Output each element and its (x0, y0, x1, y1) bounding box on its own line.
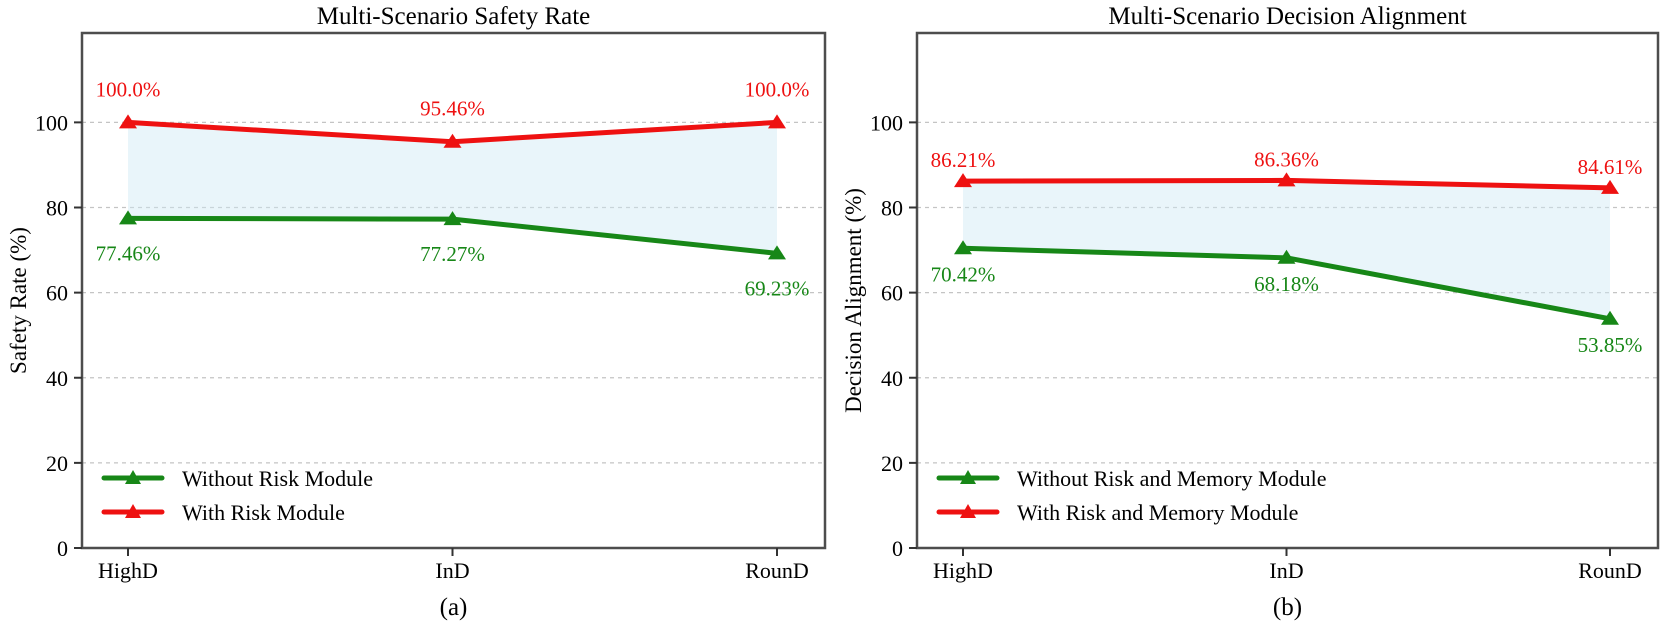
y-tick-label-100: 100 (870, 110, 903, 135)
y-tick-label-100: 100 (35, 110, 68, 135)
value-label-green_series-InD: 68.18% (1254, 272, 1319, 296)
value-label-red_series-InD: 86.36% (1254, 147, 1319, 171)
legend-label-red_series: With Risk Module (182, 500, 345, 525)
data-point-marker-green_series-InD (443, 211, 462, 226)
data-point-marker-red_series-InD (1277, 172, 1296, 187)
subplot-caption: (b) (1273, 594, 1302, 621)
legend-marker-red_series (960, 504, 976, 518)
x-tick-label-InD: InD (435, 558, 469, 583)
y-tick-label-60: 60 (46, 281, 68, 306)
data-point-marker-red_series-InD (443, 133, 462, 148)
data-point-marker-red_series-HighD (119, 114, 137, 129)
value-label-green_series-RounD: 53.85% (1578, 333, 1643, 357)
x-tick-label-HighD: HighD (98, 558, 158, 583)
subplot-b: 70.42% 68.18% 53.85% 86.21% 86.36% 84.61% 0 20 4… (841, 3, 1660, 621)
value-label-red_series-RounD: 100.0% (745, 77, 810, 101)
x-tick-label-InD: InD (1269, 558, 1303, 583)
x-tick-label-RounD: RounD (1578, 558, 1642, 583)
x-tick-label-RounD: RounD (745, 558, 809, 583)
y-axis-label: Decision Alignment (%) (841, 188, 866, 413)
legend-marker-green_series (960, 470, 976, 484)
data-point-marker-green_series-HighD (954, 240, 972, 255)
chart-title: Multi-Scenario Decision Alignment (1108, 3, 1466, 30)
value-label-green_series-HighD: 70.42% (931, 262, 996, 286)
y-tick-label-40: 40 (46, 366, 68, 391)
legend-label-green_series: Without Risk and Memory Module (1017, 466, 1327, 491)
data-point-marker-green_series-RounD (1601, 310, 1619, 325)
y-tick-label-80: 80 (881, 196, 903, 221)
value-label-red_series-HighD: 100.0% (96, 77, 161, 101)
y-tick-label-20: 20 (881, 451, 903, 476)
value-label-green_series-InD: 77.27% (420, 242, 485, 266)
data-point-marker-red_series-RounD (1601, 179, 1619, 194)
y-tick-label-20: 20 (46, 451, 68, 476)
subplot-caption: (a) (440, 594, 468, 621)
value-label-red_series-InD: 95.46% (420, 97, 485, 121)
fill-between-area (128, 122, 777, 254)
chart-title: Multi-Scenario Safety Rate (317, 3, 591, 30)
legend-marker-green_series (125, 470, 141, 484)
legend-marker-red_series (125, 504, 141, 518)
legend-label-green_series: Without Risk Module (182, 466, 373, 491)
subplot-a: 77.46% 77.27% 69.23% 100.0% 95.46% 100.0% 0 20 4… (6, 3, 827, 621)
x-tick-label-HighD: HighD (933, 558, 993, 583)
y-tick-label-0: 0 (57, 536, 68, 561)
y-axis-label: Safety Rate (%) (6, 227, 31, 374)
data-point-marker-red_series-RounD (768, 114, 786, 129)
data-point-marker-green_series-InD (1277, 249, 1296, 264)
data-point-marker-green_series-RounD (768, 245, 786, 260)
fill-between-area (963, 180, 1610, 319)
value-label-red_series-RounD: 84.61% (1578, 155, 1643, 179)
value-label-green_series-HighD: 77.46% (96, 241, 161, 265)
y-tick-label-40: 40 (881, 366, 903, 391)
legend-label-red_series: With Risk and Memory Module (1017, 500, 1298, 525)
value-label-red_series-HighD: 86.21% (931, 148, 996, 172)
y-tick-label-80: 80 (46, 196, 68, 221)
data-point-marker-green_series-HighD (119, 210, 137, 225)
value-label-green_series-RounD: 69.23% (745, 276, 810, 300)
y-tick-label-0: 0 (892, 536, 903, 561)
y-tick-label-60: 60 (881, 281, 903, 306)
data-point-marker-red_series-HighD (954, 173, 972, 188)
